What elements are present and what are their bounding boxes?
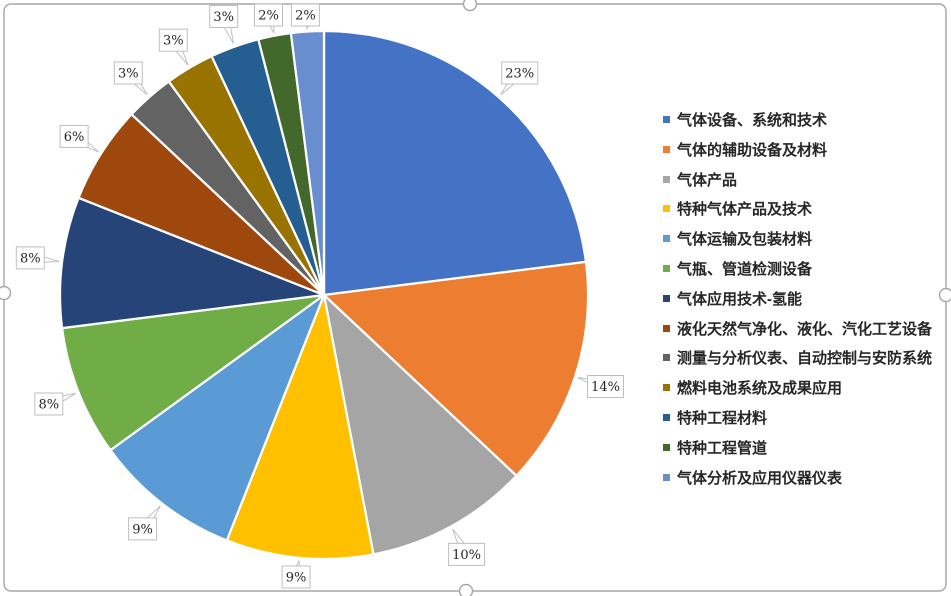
data-label-text: 6% (64, 130, 85, 145)
data-label-text: 9% (286, 571, 307, 586)
pie-slice-5[interactable] (109, 293, 326, 542)
resize-handle-bottom[interactable] (458, 583, 474, 596)
data-label-box (587, 375, 624, 398)
data-label-text: 3% (163, 34, 184, 49)
legend-label: 气体运输及包装材料 (677, 231, 813, 249)
data-label-box (158, 28, 188, 52)
legend-label: 气体产品 (677, 171, 738, 189)
legend-item-6[interactable]: 气瓶、管道检测设备 (663, 260, 812, 280)
legend-label: 测量与分析仪表、自动控制与安防系统 (677, 350, 933, 368)
legend-marker-icon (663, 473, 670, 481)
legend-label: 特种工程管道 (677, 439, 768, 457)
legend-marker-icon (663, 443, 670, 451)
resize-handle-top[interactable] (462, 0, 478, 12)
data-label-text: 3% (118, 67, 139, 82)
legend-label: 液化天然气净化、液化、汽化工艺设备 (677, 320, 933, 338)
data-label-3[interactable]: 10% (448, 528, 486, 566)
data-label-box (501, 61, 539, 85)
data-label-box (290, 3, 320, 27)
legend-marker-icon (663, 175, 670, 183)
data-label-text: 14% (591, 380, 620, 395)
data-label-2[interactable]: 14% (577, 375, 624, 398)
legend-marker-icon (663, 235, 670, 243)
data-label-box (113, 61, 143, 85)
legend-item-8[interactable]: 液化天然气净化、液化、汽化工艺设备 (663, 320, 932, 340)
data-label-1[interactable]: 23% (500, 61, 539, 96)
data-label-box (15, 246, 45, 270)
pie-slice-7[interactable] (58, 196, 326, 330)
legend-item-10[interactable]: 燃料电池系统及成果应用 (663, 379, 842, 399)
data-label-9[interactable]: 3% (113, 61, 148, 96)
data-label-box (59, 124, 89, 148)
legend-marker-icon (663, 384, 670, 392)
legend-marker-icon (663, 265, 670, 272)
data-label-text: 9% (132, 522, 153, 537)
legend-item-9[interactable]: 测量与分析仪表、自动控制与安防系统 (663, 349, 932, 369)
legend-item-2[interactable]: 气体的辅助设备及材料 (663, 141, 827, 161)
data-label-box (34, 392, 64, 416)
legend-item-3[interactable]: 气体产品 (663, 171, 737, 191)
legend-label: 气体分析及应用仪器仪表 (677, 469, 843, 487)
data-label-text: 2% (295, 9, 316, 24)
data-label-5[interactable]: 9% (128, 505, 161, 541)
data-label-7[interactable]: 8% (15, 246, 60, 270)
data-label-4[interactable]: 9% (281, 559, 311, 589)
legend-marker-icon (663, 205, 670, 213)
legend-label: 特种气体产品及技术 (677, 201, 813, 219)
legend-item-4[interactable]: 特种气体产品及技术 (663, 200, 812, 220)
data-label-10[interactable]: 3% (158, 28, 189, 66)
legend-marker-icon (663, 414, 670, 421)
legend-label: 燃料电池系统及成果应用 (677, 380, 843, 398)
legend-item-5[interactable]: 气体运输及包装材料 (663, 230, 812, 250)
pie-slice-3[interactable] (322, 293, 518, 556)
data-label-text: 8% (20, 251, 41, 266)
resize-handle-left[interactable] (0, 285, 12, 301)
pie-slice-4[interactable] (225, 293, 375, 561)
legend-marker-icon (663, 324, 670, 332)
legend-label: 气瓶、管道检测设备 (677, 261, 813, 278)
legend-item-7[interactable]: 气体应用技术-氢能 (663, 290, 802, 310)
data-label-box (209, 5, 239, 28)
pie-slice-2[interactable] (322, 260, 590, 477)
data-label-text: 10% (452, 548, 481, 563)
data-label-text: 3% (213, 10, 234, 25)
data-label-box (254, 3, 283, 27)
legend-marker-icon (663, 116, 670, 123)
legend-label: 气体应用技术-氢能 (677, 290, 802, 308)
legend-item-1[interactable]: 气体设备、系统和技术 (663, 111, 827, 131)
legend-label: 气体设备、系统和技术 (677, 112, 828, 129)
data-label-box (281, 565, 311, 589)
pie-slice-6[interactable] (60, 293, 326, 452)
legend-marker-icon (663, 145, 670, 153)
legend-item-12[interactable]: 特种工程管道 (663, 439, 767, 459)
data-label-text: 2% (258, 9, 279, 24)
data-label-11[interactable]: 3% (209, 5, 239, 45)
data-label-box (128, 517, 158, 541)
data-label-text: 8% (38, 398, 59, 413)
legend-item-11[interactable]: 特种工程材料 (663, 409, 767, 429)
legend-item-13[interactable]: 气体分析及应用仪器仪表 (663, 469, 842, 489)
resize-handle-right[interactable] (938, 287, 951, 303)
data-label-box (448, 542, 486, 566)
data-label-8[interactable]: 6% (59, 124, 99, 153)
data-label-6[interactable]: 8% (34, 392, 77, 416)
data-label-12[interactable]: 2% (254, 3, 283, 35)
pie-slice-1[interactable] (322, 29, 588, 297)
data-label-13[interactable]: 2% (290, 3, 320, 30)
legend-marker-icon (663, 354, 670, 362)
legend-marker-icon (663, 294, 670, 302)
legend-label: 气体的辅助设备及材料 (677, 141, 828, 159)
pie-slice-13[interactable] (289, 29, 326, 297)
data-label-text: 23% (505, 67, 534, 82)
legend-label: 特种工程材料 (677, 410, 768, 427)
